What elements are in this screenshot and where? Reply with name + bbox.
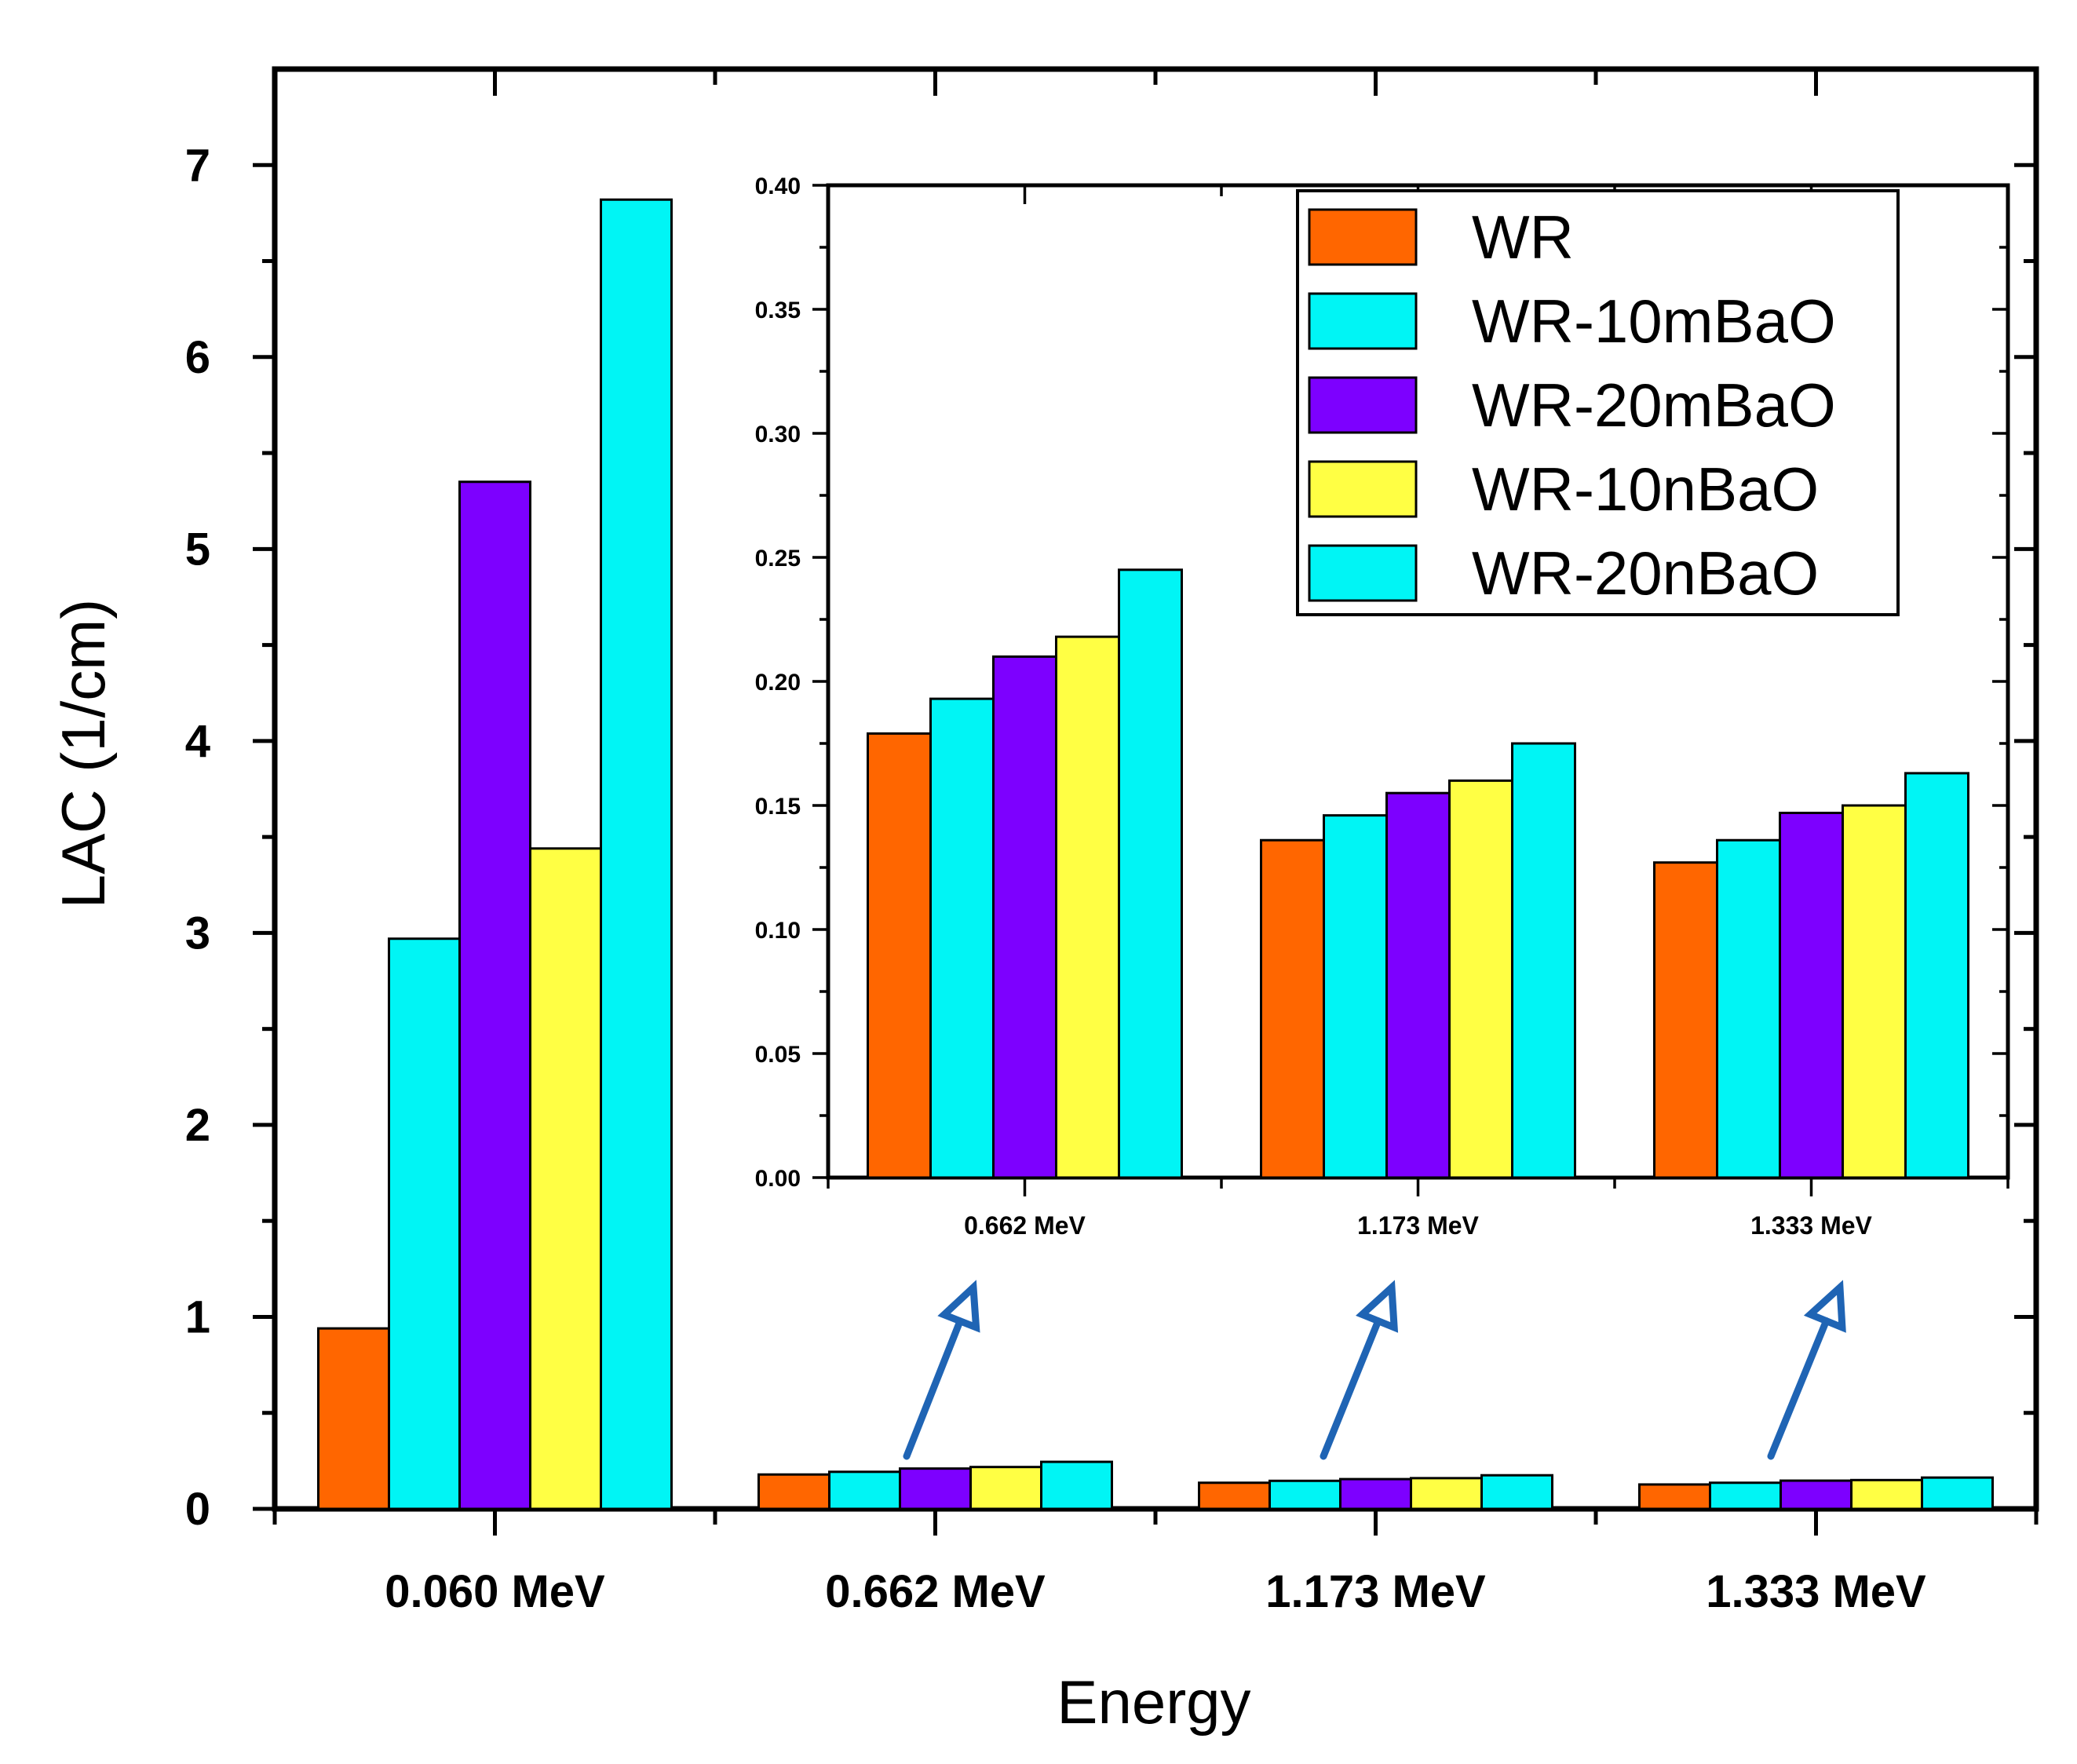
y-tick-label: 5 bbox=[185, 524, 210, 575]
inset-x-category-label: 0.662 MeV bbox=[964, 1211, 1086, 1240]
inset-y-tick-label: 0.00 bbox=[755, 1166, 801, 1192]
bar bbox=[1780, 1479, 1853, 1510]
bar bbox=[1638, 1483, 1711, 1510]
y-tick-label: 3 bbox=[185, 908, 210, 959]
inset-bar bbox=[1779, 811, 1844, 1179]
legend-swatch bbox=[1308, 376, 1418, 434]
inset-y-tick-label: 0.25 bbox=[755, 546, 801, 572]
bar bbox=[388, 937, 461, 1510]
legend-swatch bbox=[1308, 292, 1418, 350]
bar bbox=[1410, 1477, 1483, 1510]
bar bbox=[1921, 1476, 1994, 1510]
inset-y-tick-label: 0.40 bbox=[755, 173, 801, 199]
inset-y-tick-label: 0.35 bbox=[755, 298, 801, 323]
inset-bar bbox=[1842, 804, 1907, 1179]
arrow-shaft bbox=[1767, 1317, 1831, 1460]
bar bbox=[1268, 1479, 1341, 1510]
bar bbox=[1850, 1478, 1923, 1510]
y-axis-title: LAC (1/cm) bbox=[49, 599, 118, 908]
y-tick-label: 6 bbox=[185, 332, 210, 383]
legend-label: WR bbox=[1472, 203, 1574, 272]
legend-label: WR-10nBaO bbox=[1472, 455, 1819, 524]
y-tick-label: 4 bbox=[185, 716, 210, 767]
inset-bar bbox=[1260, 838, 1325, 1179]
x-axis-title: Energy bbox=[1057, 1667, 1250, 1737]
inset-bar bbox=[1511, 742, 1576, 1179]
bar bbox=[529, 847, 602, 1510]
bar bbox=[600, 198, 673, 1510]
bar bbox=[969, 1466, 1042, 1510]
bar bbox=[1198, 1481, 1271, 1510]
inset-y-tick-label: 0.20 bbox=[755, 670, 801, 696]
bar bbox=[1339, 1477, 1412, 1510]
inset-bar bbox=[929, 697, 995, 1179]
inset-bar bbox=[1716, 838, 1781, 1179]
bar bbox=[828, 1470, 901, 1510]
y-tick-label: 0 bbox=[185, 1484, 210, 1535]
inset-bar bbox=[1653, 861, 1718, 1179]
inset-x-category-label: 1.333 MeV bbox=[1750, 1211, 1872, 1240]
legend-swatch bbox=[1308, 460, 1418, 518]
arrow-head bbox=[1803, 1280, 1846, 1333]
legend-label: WR-20mBaO bbox=[1472, 371, 1836, 440]
y-tick-label: 1 bbox=[185, 1291, 210, 1342]
bar bbox=[757, 1473, 830, 1510]
bar bbox=[1040, 1460, 1113, 1510]
arrow-shaft bbox=[903, 1317, 964, 1460]
arrow-shaft bbox=[1320, 1317, 1382, 1460]
legend-swatch bbox=[1308, 544, 1418, 602]
arrow-head bbox=[937, 1280, 980, 1333]
x-category-label: 1.333 MeV bbox=[1706, 1566, 1926, 1617]
inset-x-category-label: 1.173 MeV bbox=[1357, 1211, 1479, 1240]
inset-y-tick-label: 0.30 bbox=[755, 422, 801, 447]
x-category-label: 0.060 MeV bbox=[385, 1566, 605, 1617]
y-tick-label: 7 bbox=[185, 140, 210, 191]
legend-label: WR-20nBaO bbox=[1472, 539, 1819, 608]
bar bbox=[1480, 1474, 1553, 1510]
inset-bar bbox=[1118, 568, 1183, 1179]
x-category-label: 0.662 MeV bbox=[825, 1566, 1046, 1617]
inset-y-tick-label: 0.10 bbox=[755, 918, 801, 944]
bar bbox=[899, 1467, 972, 1510]
bar bbox=[458, 480, 531, 1510]
pointer-arrows bbox=[903, 1280, 1846, 1460]
main-plot: 0 1 2 3 4 5 6 7 0.060 MeV 0.662 MeV 1.173 MeV 1.333… bbox=[185, 66, 2039, 1617]
y-tick-label: 2 bbox=[185, 1100, 210, 1151]
inset-bar bbox=[1904, 772, 1969, 1179]
inset-bar bbox=[1385, 791, 1451, 1179]
inset-y-tick-label: 0.15 bbox=[755, 794, 801, 820]
legend-label: WR-10mBaO bbox=[1472, 287, 1836, 356]
bar bbox=[1709, 1481, 1782, 1510]
bar bbox=[317, 1327, 390, 1510]
inset-y-tick-label: 0.05 bbox=[755, 1042, 801, 1068]
x-category-label: 1.173 MeV bbox=[1265, 1566, 1486, 1617]
inset-bar bbox=[1448, 779, 1513, 1179]
inset-bar bbox=[992, 655, 1057, 1179]
arrow-head bbox=[1356, 1280, 1399, 1333]
inset-bar bbox=[1055, 635, 1120, 1179]
inset-bar bbox=[1323, 814, 1388, 1179]
legend: WR WR-10mBaO WR-20mBaO WR-10nBaO WR-20nBaO bbox=[1296, 189, 1900, 616]
inset-bar bbox=[867, 732, 932, 1179]
legend-swatch bbox=[1308, 208, 1418, 266]
